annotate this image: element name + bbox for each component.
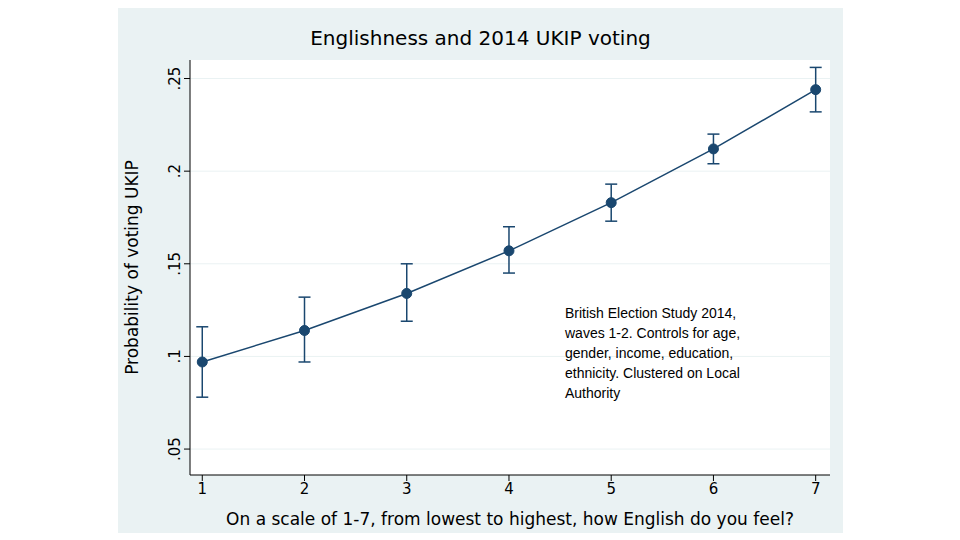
svg-text:.1: .1 <box>166 349 184 363</box>
svg-text:.15: .15 <box>166 252 184 276</box>
svg-text:7: 7 <box>811 480 821 498</box>
html-text:British Election Study 2014,: British Election Study 2014, <box>565 305 737 321</box>
svg-text:Probability of voting UKIP: Probability of voting UKIP <box>122 160 142 375</box>
svg-text:2: 2 <box>300 480 310 498</box>
svg-text:3: 3 <box>402 480 412 498</box>
svg-text:.25: .25 <box>166 67 184 91</box>
html-text:Authority: Authority <box>565 385 621 401</box>
svg-text:6: 6 <box>709 480 719 498</box>
svg-text:On a scale of 1-7, from lowest: On a scale of 1-7, from lowest to highes… <box>226 509 794 529</box>
svg-text:.05: .05 <box>166 437 184 461</box>
svg-text:1: 1 <box>197 480 207 498</box>
svg-text:4: 4 <box>504 480 514 498</box>
html-text:ethnicity. Clustered on Local: ethnicity. Clustered on Local <box>565 365 740 381</box>
svg-text:.2: .2 <box>166 164 184 178</box>
html-text:gender, income, education,: gender, income, education, <box>565 345 734 361</box>
html-text:waves 1-2. Controls for age,: waves 1-2. Controls for age, <box>565 325 741 341</box>
svg-text:5: 5 <box>606 480 616 498</box>
html-text:Englishness and 2014 UKIP voti: Englishness and 2014 UKIP voting <box>310 26 651 50</box>
